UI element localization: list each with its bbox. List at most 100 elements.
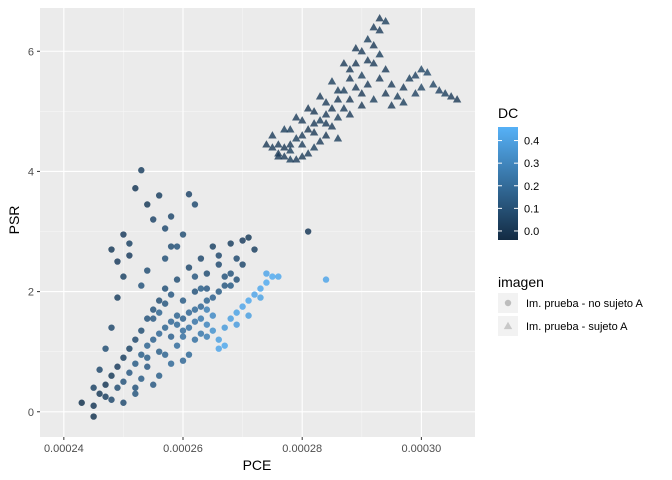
- data-point-circle: [209, 243, 217, 250]
- data-point-triangle: [446, 92, 456, 100]
- data-point-circle: [221, 273, 228, 280]
- x-tick-label: 0.00030: [401, 443, 441, 455]
- data-point-circle: [209, 312, 217, 319]
- data-point-circle: [185, 351, 193, 358]
- data-point-triangle: [351, 83, 361, 91]
- data-point-triangle: [321, 119, 331, 127]
- data-point-circle: [167, 213, 175, 220]
- data-point-triangle: [357, 71, 366, 79]
- data-point-circle: [179, 315, 187, 322]
- data-point-triangle: [381, 89, 390, 97]
- data-points: [78, 14, 462, 420]
- data-point-triangle: [345, 110, 355, 118]
- data-point-circle: [155, 297, 163, 304]
- data-point-circle: [167, 360, 175, 367]
- data-point-triangle: [435, 86, 444, 94]
- data-point-circle: [215, 261, 222, 268]
- data-point-triangle: [363, 35, 372, 43]
- data-point-circle: [138, 327, 145, 334]
- data-point-triangle: [268, 143, 277, 151]
- data-point-triangle: [375, 26, 384, 34]
- data-point-circle: [90, 402, 97, 409]
- data-point-circle: [221, 282, 228, 289]
- data-point-triangle: [369, 59, 378, 67]
- data-point-triangle: [399, 98, 408, 106]
- data-point-circle: [227, 282, 234, 289]
- data-point-triangle: [429, 80, 438, 88]
- data-point-circle: [144, 315, 151, 322]
- data-point-circle: [203, 270, 211, 277]
- data-point-triangle: [303, 149, 313, 157]
- data-point-circle: [215, 345, 222, 352]
- data-point-triangle: [309, 128, 319, 136]
- data-point-circle: [191, 306, 199, 313]
- data-point-triangle: [351, 44, 361, 52]
- shape-legend-entries: Im. prueba - no sujeto A Im. prueba - suj…: [498, 293, 643, 336]
- data-point-circle: [96, 390, 103, 397]
- data-point-triangle: [292, 113, 301, 121]
- data-point-triangle: [333, 113, 343, 121]
- data-point-circle: [197, 255, 205, 262]
- data-point-triangle: [315, 137, 325, 145]
- data-point-triangle: [268, 131, 277, 139]
- data-point-circle: [203, 297, 211, 304]
- data-point-triangle: [411, 89, 420, 97]
- data-point-triangle: [375, 14, 384, 22]
- data-point-circle: [126, 252, 133, 259]
- data-point-circle: [144, 201, 151, 208]
- data-point-circle: [126, 240, 133, 247]
- data-point-triangle: [452, 95, 462, 103]
- data-point-triangle: [297, 152, 307, 160]
- data-point-triangle: [417, 65, 426, 73]
- x-tick-label: 0.00028: [282, 443, 322, 455]
- data-point-circle: [161, 255, 169, 262]
- data-point-triangle: [345, 74, 355, 82]
- circle-legend-icon: [504, 299, 512, 307]
- data-point-circle: [173, 342, 181, 349]
- data-point-circle: [132, 390, 139, 397]
- triangle-legend-icon: [503, 321, 513, 330]
- data-point-circle: [173, 312, 181, 319]
- data-point-circle: [179, 357, 187, 364]
- color-legend-title: DC: [498, 105, 518, 121]
- data-point-triangle: [297, 131, 307, 139]
- data-point-triangle: [327, 122, 337, 130]
- data-point-circle: [114, 258, 121, 265]
- data-point-circle: [90, 384, 97, 391]
- data-point-triangle: [369, 23, 378, 31]
- data-point-circle: [185, 324, 193, 331]
- data-point-circle: [114, 384, 121, 391]
- data-point-circle: [120, 399, 127, 406]
- data-point-circle: [155, 192, 163, 199]
- data-point-circle: [138, 282, 145, 289]
- data-point-triangle: [274, 140, 283, 148]
- data-point-triangle: [333, 86, 343, 94]
- data-point-triangle: [357, 89, 366, 97]
- data-point-circle: [304, 228, 312, 235]
- colorbar-tick-label: 0.4: [524, 136, 539, 148]
- data-point-circle: [233, 276, 240, 283]
- shape-legend-label: Im. prueba - sujeto A: [526, 321, 628, 333]
- colorbar-tick-label: 0.0: [524, 226, 539, 238]
- data-point-circle: [132, 360, 139, 367]
- data-point-circle: [197, 285, 205, 292]
- data-point-circle: [161, 225, 169, 232]
- data-point-circle: [275, 273, 282, 280]
- data-point-circle: [191, 288, 199, 295]
- data-point-triangle: [286, 146, 295, 154]
- data-point-triangle: [345, 95, 355, 103]
- data-point-circle: [185, 309, 193, 316]
- data-point-circle: [138, 167, 145, 174]
- data-point-circle: [102, 345, 109, 352]
- data-point-circle: [126, 345, 133, 352]
- y-tick-label: 6: [28, 46, 34, 58]
- shape-legend: imagen Im. prueba - no sujeto AIm. prueb…: [498, 274, 643, 336]
- data-point-triangle: [369, 95, 378, 103]
- data-point-triangle: [441, 89, 450, 97]
- data-point-triangle: [274, 152, 283, 160]
- data-point-circle: [161, 351, 169, 358]
- data-point-circle: [167, 291, 175, 298]
- data-point-circle: [155, 330, 163, 337]
- data-point-circle: [203, 285, 211, 292]
- data-point-circle: [144, 342, 151, 349]
